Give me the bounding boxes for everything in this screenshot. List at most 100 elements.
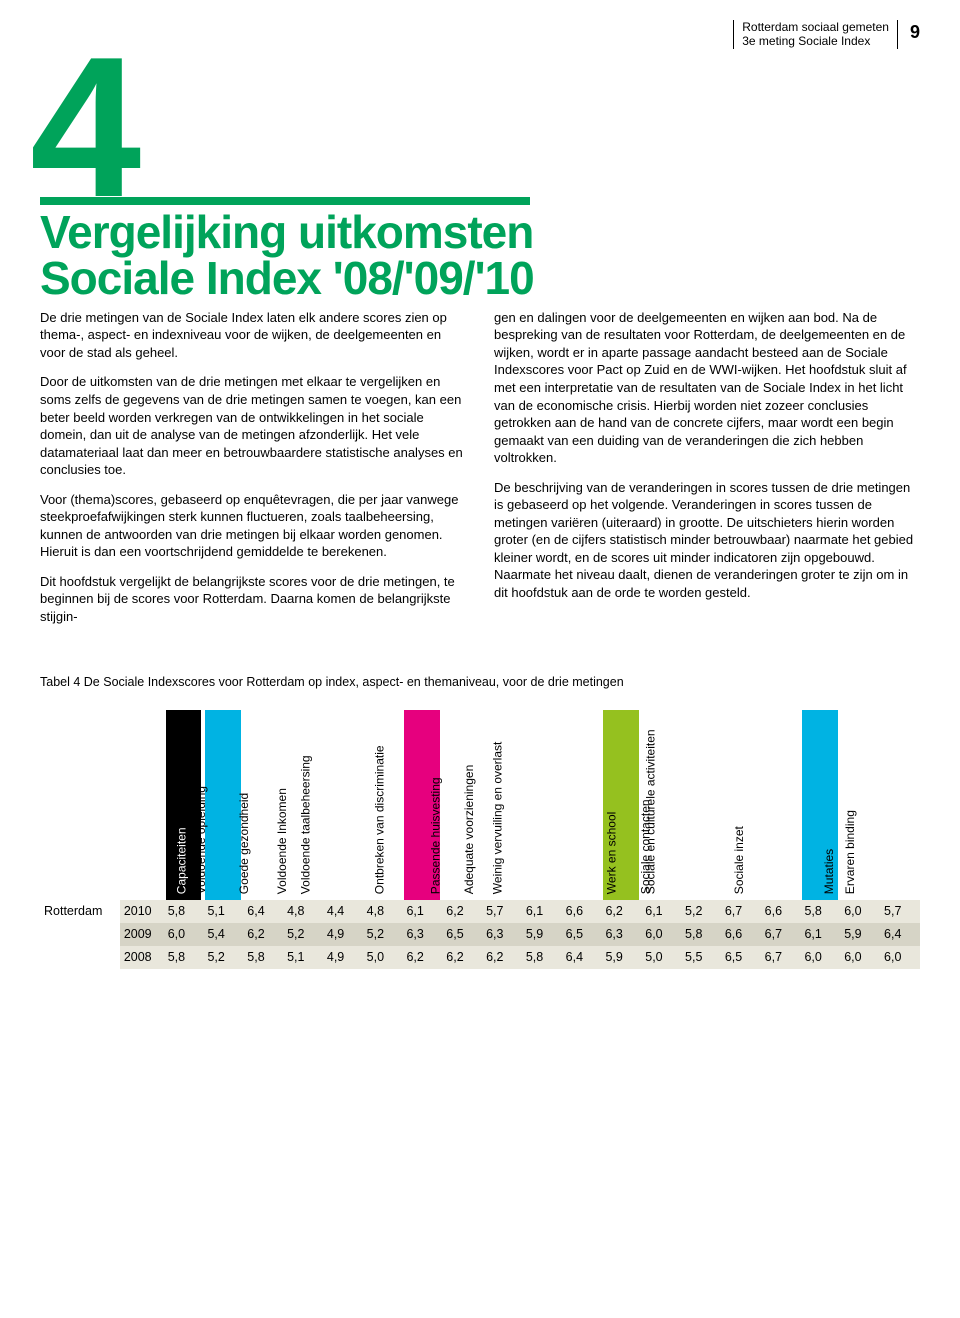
table-cell: 4,9: [323, 946, 363, 969]
row-year: 2008: [120, 946, 164, 969]
table-cell: 5,2: [681, 900, 721, 923]
table-cell: 6,2: [402, 946, 442, 969]
table-cell: 6,0: [641, 923, 681, 946]
doc-title-line1: Rotterdam sociaal gemeten: [742, 20, 889, 34]
table-cell: 6,4: [880, 923, 920, 946]
table-cell: 6,0: [840, 946, 880, 969]
body-paragraph: De drie metingen van de Sociale Index la…: [40, 309, 466, 362]
body-paragraph: gen en dalingen voor de deelgemeenten en…: [494, 309, 920, 467]
body-paragraph: Dit hoofdstuk vergelijkt de belangrijkst…: [40, 573, 466, 626]
page-header: Rotterdam sociaal gemeten 3e meting Soci…: [40, 20, 920, 49]
table-cell: 6,6: [761, 900, 801, 923]
table-cell: 5,4: [203, 923, 243, 946]
table-cell: 6,2: [442, 946, 482, 969]
table-cell: 6,4: [243, 900, 283, 923]
table-cell: 5,5: [681, 946, 721, 969]
table-cell: 6,1: [800, 923, 840, 946]
col-header-label: Sociale Index: [131, 822, 147, 894]
table-cell: 6,5: [562, 923, 602, 946]
table-cell: 5,8: [800, 900, 840, 923]
title-line2: Sociale Index '08/'09/'10: [40, 252, 534, 304]
col-header-label: Goede gezondheid: [236, 793, 252, 894]
table-cell: 6,2: [243, 923, 283, 946]
table-cell: 6,0: [840, 900, 880, 923]
table-cell: 6,7: [761, 946, 801, 969]
row-city-label: [40, 946, 120, 969]
data-table-wrap: Sociale Index CapaciteitenVoldoende oplei…: [40, 700, 920, 969]
table-cell: 4,8: [363, 900, 403, 923]
table-cell: 5,2: [363, 923, 403, 946]
col-header-label: Voldoende opleiding: [193, 786, 209, 894]
col-header-label: Meedoen: [580, 844, 596, 894]
table-cell: 5,2: [283, 923, 323, 946]
row-city-label: [40, 923, 120, 946]
table-cell: 4,8: [283, 900, 323, 923]
table-cell: 6,3: [402, 923, 442, 946]
table-cell: 5,9: [840, 923, 880, 946]
page-number: 9: [910, 20, 920, 44]
col-header-label: Capaciteiten: [174, 828, 190, 895]
data-table: Sociale Index CapaciteitenVoldoende oplei…: [40, 700, 920, 969]
body-paragraph: Door de uitkomsten van de drie metingen …: [40, 373, 466, 478]
table-cell: 6,0: [880, 946, 920, 969]
table-cell: 5,9: [522, 923, 562, 946]
col-header-label: Adequate voorzieningen: [461, 765, 477, 894]
table-cell: 4,4: [323, 900, 363, 923]
table-cell: 6,6: [721, 923, 761, 946]
table-cell: 5,8: [681, 923, 721, 946]
table-cell: 6,4: [562, 946, 602, 969]
table-cell: 6,1: [641, 900, 681, 923]
col-header-label: Werk en school: [604, 812, 620, 894]
col-header-label: Voldoende taalbeheersing: [297, 756, 313, 895]
table-cell: 6,1: [402, 900, 442, 923]
table-cell: 6,0: [800, 946, 840, 969]
table-cell: 5,8: [164, 900, 204, 923]
table-cell: 6,3: [482, 923, 522, 946]
body-paragraph: De beschrijving van de veranderingen in …: [494, 479, 920, 602]
col-header-label: Weinig vervuiling en overlast: [489, 742, 505, 895]
table-cell: 5,2: [203, 946, 243, 969]
table-cell: 4,9: [323, 923, 363, 946]
col-header: Voldoende Inkomen: [323, 700, 363, 900]
table-cell: 5,7: [880, 900, 920, 923]
blank-city-header: [40, 700, 120, 900]
doc-title-line2: 3e meting Sociale Index: [742, 34, 889, 48]
table-header-row: Sociale Index CapaciteitenVoldoende oplei…: [40, 700, 920, 900]
title-line1: Vergelijking uitkomsten: [40, 206, 533, 258]
col-header-label: Sociale en culturele activiteiten: [642, 730, 658, 895]
table-cell: 6,7: [761, 923, 801, 946]
col-header-label: Voldoende Inkomen: [274, 788, 290, 894]
table-cell: 5,0: [641, 946, 681, 969]
col-header: Sociale contacten: [681, 700, 721, 900]
table-cell: 6,2: [482, 946, 522, 969]
chapter-number: 4: [30, 53, 920, 203]
row-year: 2009: [120, 923, 164, 946]
table-row: 20085,85,25,85,14,95,06,26,26,25,86,45,9…: [40, 946, 920, 969]
body-columns: De drie metingen van de Sociale Index la…: [40, 309, 920, 638]
table-cell: 6,5: [721, 946, 761, 969]
table-cell: 6,5: [442, 923, 482, 946]
col-header-label: Ontbreken van discriminatie: [372, 746, 388, 895]
body-col-left: De drie metingen van de Sociale Index la…: [40, 309, 466, 638]
doc-title: Rotterdam sociaal gemeten 3e meting Soci…: [733, 20, 898, 49]
table-cell: 5,7: [482, 900, 522, 923]
body-col-right: gen en dalingen voor de deelgemeenten en…: [494, 309, 920, 638]
table-cell: 5,0: [363, 946, 403, 969]
page-title: Vergelijking uitkomsten Sociale Index '0…: [40, 209, 920, 301]
col-header-label: Passende huisvesting: [427, 778, 443, 895]
table-cell: 6,2: [601, 900, 641, 923]
table-cell: 6,6: [562, 900, 602, 923]
table-cell: 5,9: [601, 946, 641, 969]
col-header: Ervaren binding: [880, 700, 920, 900]
col-header-label: Mutaties: [821, 849, 837, 894]
table-cell: 5,8: [522, 946, 562, 969]
col-header-label: Ervaren binding: [842, 810, 858, 894]
table-cell: 5,1: [283, 946, 323, 969]
table-caption: Tabel 4 De Sociale Indexscores voor Rott…: [40, 674, 920, 691]
table-cell: 5,8: [164, 946, 204, 969]
row-city-label: Rotterdam: [40, 900, 120, 923]
col-header: Adequate voorzieningen: [522, 700, 562, 900]
col-header-label: Sociale binding: [763, 813, 779, 894]
table-row: Rotterdam20105,85,16,44,84,44,86,16,25,7…: [40, 900, 920, 923]
table-cell: 5,1: [203, 900, 243, 923]
